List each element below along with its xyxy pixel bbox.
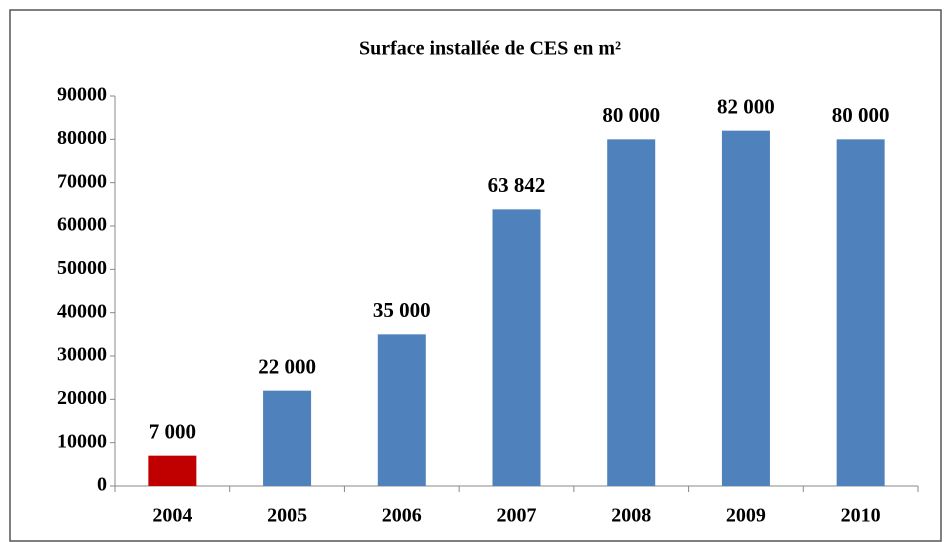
data-label: 82 000	[717, 94, 775, 118]
y-tick-label: 20000	[57, 387, 107, 409]
y-tick-label: 80000	[57, 127, 107, 149]
data-label: 80 000	[602, 103, 660, 127]
data-label: 7 000	[149, 419, 196, 443]
bar	[836, 139, 885, 487]
y-tick-label: 50000	[57, 257, 107, 279]
bar	[148, 455, 197, 486]
y-tick-label: 30000	[57, 344, 107, 366]
bar	[263, 390, 312, 486]
x-tick-label: 2009	[726, 505, 766, 527]
data-label: 35 000	[373, 298, 431, 322]
bar	[721, 130, 770, 486]
chart-frame	[9, 9, 942, 542]
bar	[377, 334, 426, 486]
y-tick-label: 90000	[57, 84, 107, 106]
bar	[607, 139, 656, 487]
y-tick-label: 60000	[57, 214, 107, 236]
y-tick-label: 70000	[57, 170, 107, 192]
data-label: 80 000	[832, 103, 890, 127]
x-tick-label: 2010	[841, 505, 881, 527]
chart-title: Surface installée de CES en m²	[359, 38, 621, 60]
bar	[492, 209, 541, 487]
data-label: 63 842	[488, 173, 546, 197]
data-label: 22 000	[258, 354, 316, 378]
y-tick-label: 40000	[57, 300, 107, 322]
x-tick-label: 2008	[611, 505, 651, 527]
x-tick-label: 2004	[152, 505, 192, 527]
x-tick-label: 2006	[382, 505, 422, 527]
x-tick-label: 2007	[497, 505, 537, 527]
y-tick-label: 10000	[57, 430, 107, 452]
y-tick-label: 0	[97, 474, 107, 496]
x-tick-label: 2005	[267, 505, 307, 527]
